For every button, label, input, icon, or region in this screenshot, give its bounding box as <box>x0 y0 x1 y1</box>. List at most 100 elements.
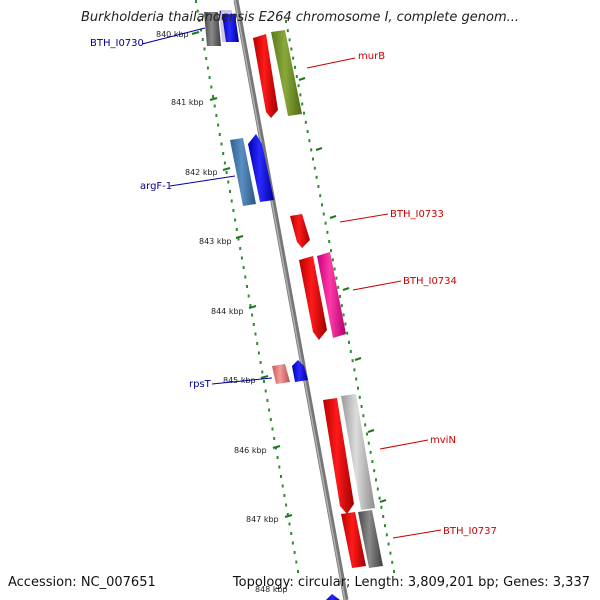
gene-label-argF-1[interactable]: argF-1 <box>140 181 172 192</box>
gene-label-BTH_I0730[interactable]: BTH_I0730 <box>90 38 144 49</box>
track-dot <box>384 524 386 528</box>
label-leaders <box>141 27 442 539</box>
track-dot <box>382 515 385 518</box>
track-dot <box>364 423 367 427</box>
track-dot <box>259 361 262 364</box>
ticks: 840 kbp 841 kbp 842 kbp 843 kbp 844 kbp … <box>156 30 293 594</box>
track-dot <box>247 294 250 298</box>
gene-BTH_I0730-gray[interactable] <box>204 12 221 46</box>
track-dot <box>389 551 392 555</box>
tick-label: 845 kbp <box>223 376 256 385</box>
gene-arrows <box>204 10 383 600</box>
track-dot <box>295 560 298 564</box>
tick-label: 840 kbp <box>156 30 189 39</box>
track-dot <box>393 570 395 573</box>
track-dot <box>373 469 376 473</box>
track-dot <box>344 322 347 326</box>
track-dot <box>348 340 350 344</box>
gene-label-rpsT[interactable]: rpsT <box>189 379 212 390</box>
tick-label: 841 kbp <box>171 98 204 107</box>
gene-label-BTH_I0733[interactable]: BTH_I0733 <box>390 209 444 220</box>
gene-mviN-light[interactable] <box>341 394 375 510</box>
tick-mark <box>248 305 257 309</box>
track-dot <box>203 47 206 51</box>
track-dot <box>263 380 265 383</box>
track-dot <box>273 437 276 440</box>
track-dot <box>353 368 356 372</box>
track-dot <box>331 258 334 262</box>
track-dot <box>281 484 284 488</box>
track-dot <box>355 377 358 381</box>
track-dot <box>208 76 211 79</box>
track-dot <box>288 38 291 42</box>
track-dot <box>358 395 361 399</box>
gene-bottom-blue[interactable] <box>326 594 340 600</box>
gene-label-BTH_I0737[interactable]: BTH_I0737 <box>443 526 497 537</box>
track-dot <box>308 139 311 143</box>
track-dot <box>391 560 394 564</box>
track-dot <box>303 111 305 115</box>
track-dot <box>387 542 390 546</box>
topology-text: Topology: circular; Length: 3,809,201 bp… <box>232 575 590 590</box>
track-dot <box>315 175 318 179</box>
track-dot <box>215 114 218 117</box>
track-dot <box>220 142 223 146</box>
track-dot <box>293 551 296 554</box>
track-dot <box>271 427 274 431</box>
gene-murB-olive[interactable] <box>271 30 302 116</box>
track-dot <box>206 66 209 70</box>
track-dot <box>291 541 294 545</box>
gene-argF-steel[interactable] <box>230 138 256 206</box>
dotted-track-guides <box>195 0 395 573</box>
track-dot <box>225 171 228 174</box>
gene-argF-blue[interactable] <box>248 134 274 202</box>
track-dot <box>385 533 388 537</box>
track-dot <box>249 304 252 307</box>
track-dot <box>313 166 316 170</box>
track-dot <box>280 475 282 478</box>
track-dot <box>201 38 204 41</box>
genome-backbone <box>233 0 349 600</box>
track-dot <box>294 65 296 69</box>
track-dot <box>380 505 383 509</box>
gene-mviN-red[interactable] <box>323 398 354 514</box>
track-dot <box>376 487 379 491</box>
track-dot <box>244 275 247 279</box>
tick-label: 842 kbp <box>185 168 218 177</box>
gene-rpsT-pink[interactable] <box>272 364 290 384</box>
track-dot <box>321 203 323 207</box>
track-dot <box>378 496 381 500</box>
track-dot <box>269 418 272 421</box>
gene-BTH_I0734-magenta[interactable] <box>317 252 346 338</box>
gene-blue-small[interactable] <box>222 14 239 42</box>
track-dot <box>295 75 298 78</box>
track-dot <box>371 460 374 463</box>
gene-BTH_I0737-red[interactable] <box>341 512 366 568</box>
track-dot <box>362 414 365 418</box>
track-dot <box>285 503 288 507</box>
track-dot <box>346 331 349 335</box>
gene-BTH_I0737-gray[interactable] <box>358 510 383 568</box>
track-dot <box>324 221 327 225</box>
track-dot <box>317 185 320 188</box>
tick-label: 847 kbp <box>246 515 279 524</box>
gene-BTH_I0733[interactable] <box>290 214 310 248</box>
track-dot <box>292 56 295 60</box>
track-dot <box>205 57 208 60</box>
gene-BTH_I0734-red[interactable] <box>299 256 327 340</box>
gene-label-mviN[interactable]: mviN <box>430 435 456 446</box>
track-dot <box>310 148 313 152</box>
track-dot <box>290 47 293 51</box>
track-dot <box>276 456 279 459</box>
gene-label-BTH_I0734[interactable]: BTH_I0734 <box>403 276 457 287</box>
tick-label: 843 kbp <box>199 237 232 246</box>
track-dot <box>286 513 289 516</box>
genome-backbone-highlight <box>234 0 346 600</box>
track-dot <box>357 386 359 390</box>
gene-rpsT-blue[interactable] <box>292 360 308 382</box>
gene-label-murB[interactable]: murB <box>358 51 385 62</box>
gene-murB-red[interactable] <box>253 34 278 118</box>
track-dot <box>227 180 230 184</box>
track-dot <box>360 405 363 408</box>
track-dot <box>264 389 267 393</box>
